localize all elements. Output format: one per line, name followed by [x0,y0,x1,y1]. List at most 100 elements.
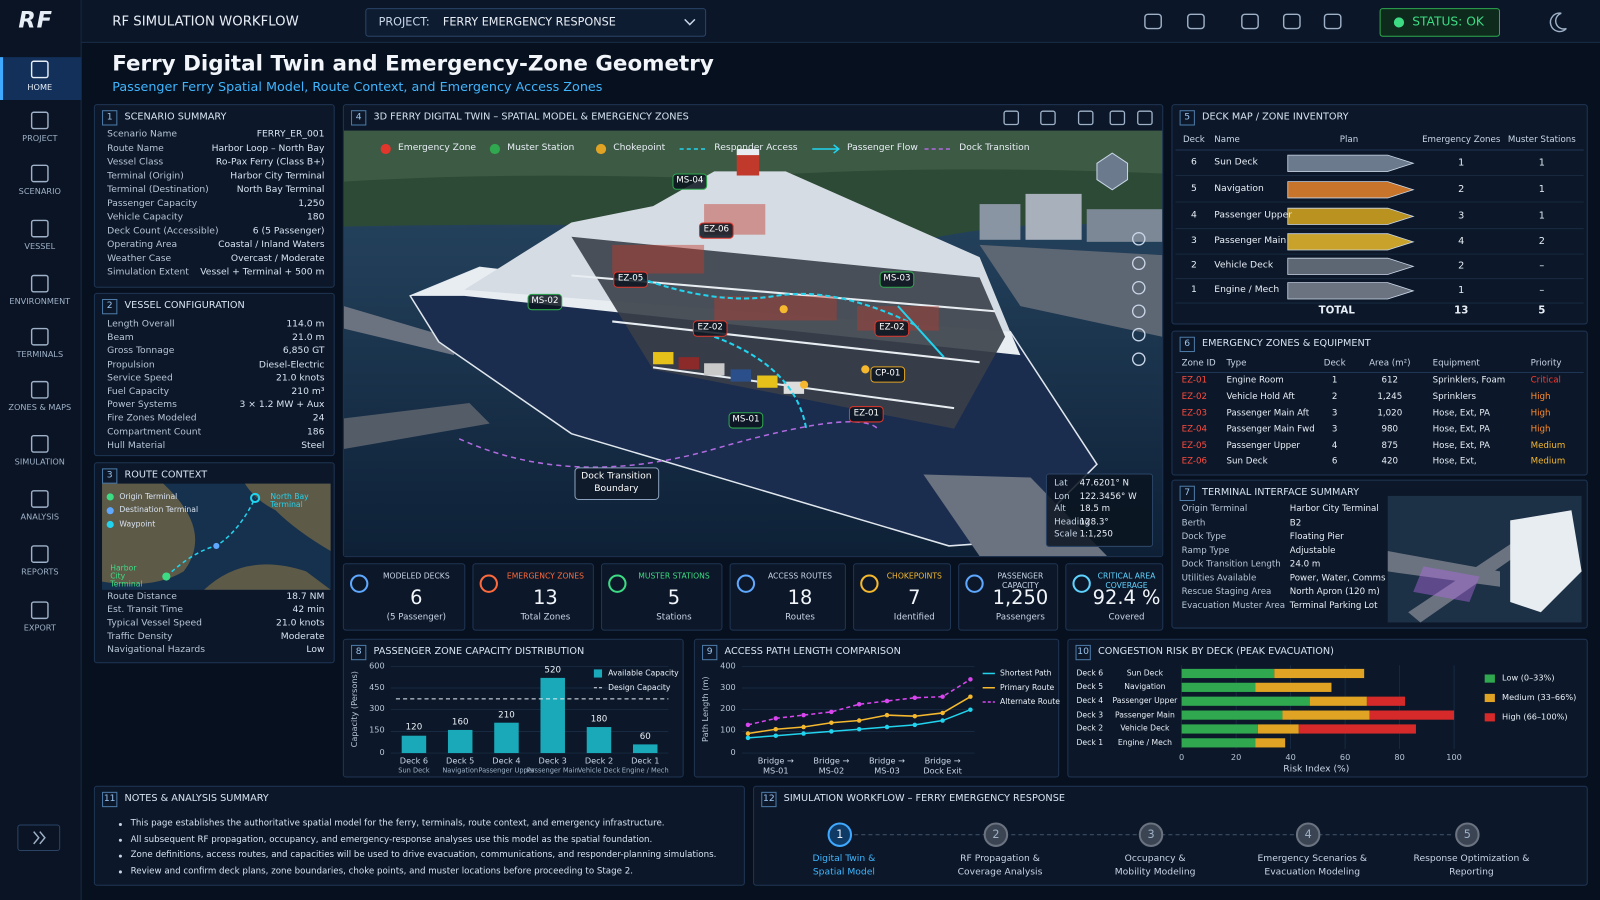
nav-icon[interactable] [30,601,49,620]
nav-label: ANALYSIS [20,511,60,522]
row-label: Scenario Name [107,129,178,140]
category-label: Deck 5 [1076,682,1104,692]
deck-plan [1287,181,1415,199]
toolbar-icon[interactable] [1241,13,1259,30]
step-circle[interactable] [1295,822,1321,847]
kpi-label: EMERGENCY ZONES [506,571,584,581]
line-point [968,694,973,699]
nav-icon[interactable] [30,434,49,453]
view-tool[interactable] [1040,110,1056,126]
muster-count: 2 [1538,235,1545,247]
zone-cell: Critical [1530,375,1561,387]
step-label: Reporting [1449,867,1494,878]
nav-icon[interactable] [30,219,49,238]
toolbar-icon[interactable] [1323,13,1342,30]
zone-tag [527,293,563,311]
row-label: Traffic Density [107,631,173,642]
kpi-label: CRITICAL AREA COVERAGE [1097,571,1156,590]
x-tick-label: 40 [1285,752,1296,762]
step-circle[interactable] [1455,822,1480,847]
nav-icon[interactable] [30,380,49,399]
row-label: Dock Transition Length [1181,559,1281,570]
map-tool[interactable] [1131,304,1146,319]
panel-title: SIMULATION WORKFLOW – FERRY EMERGENCY RE… [783,792,1065,804]
muster-count: 1 [1538,183,1545,195]
table-header: Deck [1182,135,1205,146]
line-point [773,733,779,738]
project-label: PROJECT: [378,15,430,29]
legend-label: Passenger Flow [846,142,918,154]
map-tool[interactable] [1131,256,1146,271]
deck-name: Passenger Upper [1214,210,1293,221]
table-header: Name [1214,135,1240,146]
toolbar-icon[interactable] [1187,13,1205,30]
step-circle[interactable] [983,822,1009,847]
nav-icon[interactable] [30,327,49,346]
row-value: Terminal Parking Lot [1289,600,1378,612]
nav-icon[interactable] [30,274,49,293]
zone-tag-label: EZ-05 [617,273,644,284]
project-name: FERRY EMERGENCY RESPONSE [442,15,616,29]
line-point [940,710,945,716]
map-tool[interactable] [1131,352,1146,366]
zone-cell: 6 [1331,456,1338,467]
x-tick-sublabel: Passenger Upper [478,766,535,775]
nav-icon[interactable] [30,60,49,79]
zone-tag [879,271,915,288]
line-point [745,731,751,736]
line-point [884,698,890,704]
coord-value: 47.6201° N [1079,478,1130,490]
kpi-label: PASSENGER CAPACITY [997,571,1044,590]
bar-segment [1181,710,1283,720]
nav-icon[interactable] [30,164,49,183]
theme-toggle[interactable] [1549,12,1567,33]
y-tick-label: 300 [720,682,736,692]
toolbar-icon[interactable] [1282,13,1301,30]
nav-label: ZONES & MAPS [8,402,72,412]
map-tool[interactable] [1131,280,1146,295]
panel-number: 12 [761,791,777,808]
zone-tag [692,320,728,337]
x-tick-label: 20 [1230,752,1242,762]
step-circle[interactable] [827,822,853,847]
expand-button[interactable] [17,824,61,852]
nav-icon[interactable] [30,545,49,563]
kpi-value: 5 [667,586,681,609]
map-tool[interactable] [1131,327,1146,342]
page-subtitle: Passenger Ferry Spatial Model, Route Con… [112,78,603,95]
y-tick-label: 600 [369,660,385,670]
nav-icon[interactable] [30,111,49,130]
nav-icon[interactable] [30,490,49,508]
zone-tag-label: MS-02 [531,296,559,307]
project-dropdown[interactable] [365,8,707,37]
row-label: Passenger Capacity [107,198,198,209]
row-value: 180 [306,212,325,223]
toolbar-icon[interactable] [1144,13,1162,30]
row-label: Est. Transit Time [107,605,183,616]
panel [342,638,684,778]
bar-segment [1274,668,1365,679]
line-point [856,718,862,723]
line-series [747,678,971,726]
zone-cell: 2 [1331,391,1338,403]
zone-tag [870,366,906,383]
coord-value: 1:1,250 [1079,529,1113,541]
zone-tag-label: MS-03 [883,273,911,284]
map-tool[interactable] [1131,231,1146,246]
view-tool[interactable] [1003,110,1020,126]
view-tool[interactable] [1077,110,1094,126]
panel [693,638,1060,778]
step-label: Response Optimization & [1413,854,1530,865]
nav-label: EXPORT [23,623,56,633]
muster-count: 1 [1538,209,1545,222]
muster-count: – [1539,259,1545,272]
row-label: Service Speed [107,373,173,384]
view-tool[interactable] [1109,110,1126,126]
line-point [884,712,890,718]
step-circle[interactable] [1138,822,1164,847]
kpi-card [342,563,466,631]
view-tool[interactable] [1137,110,1153,126]
bar-segment [1255,682,1332,692]
origin-marker [162,572,171,581]
category-label: Deck 2 [1076,723,1104,733]
